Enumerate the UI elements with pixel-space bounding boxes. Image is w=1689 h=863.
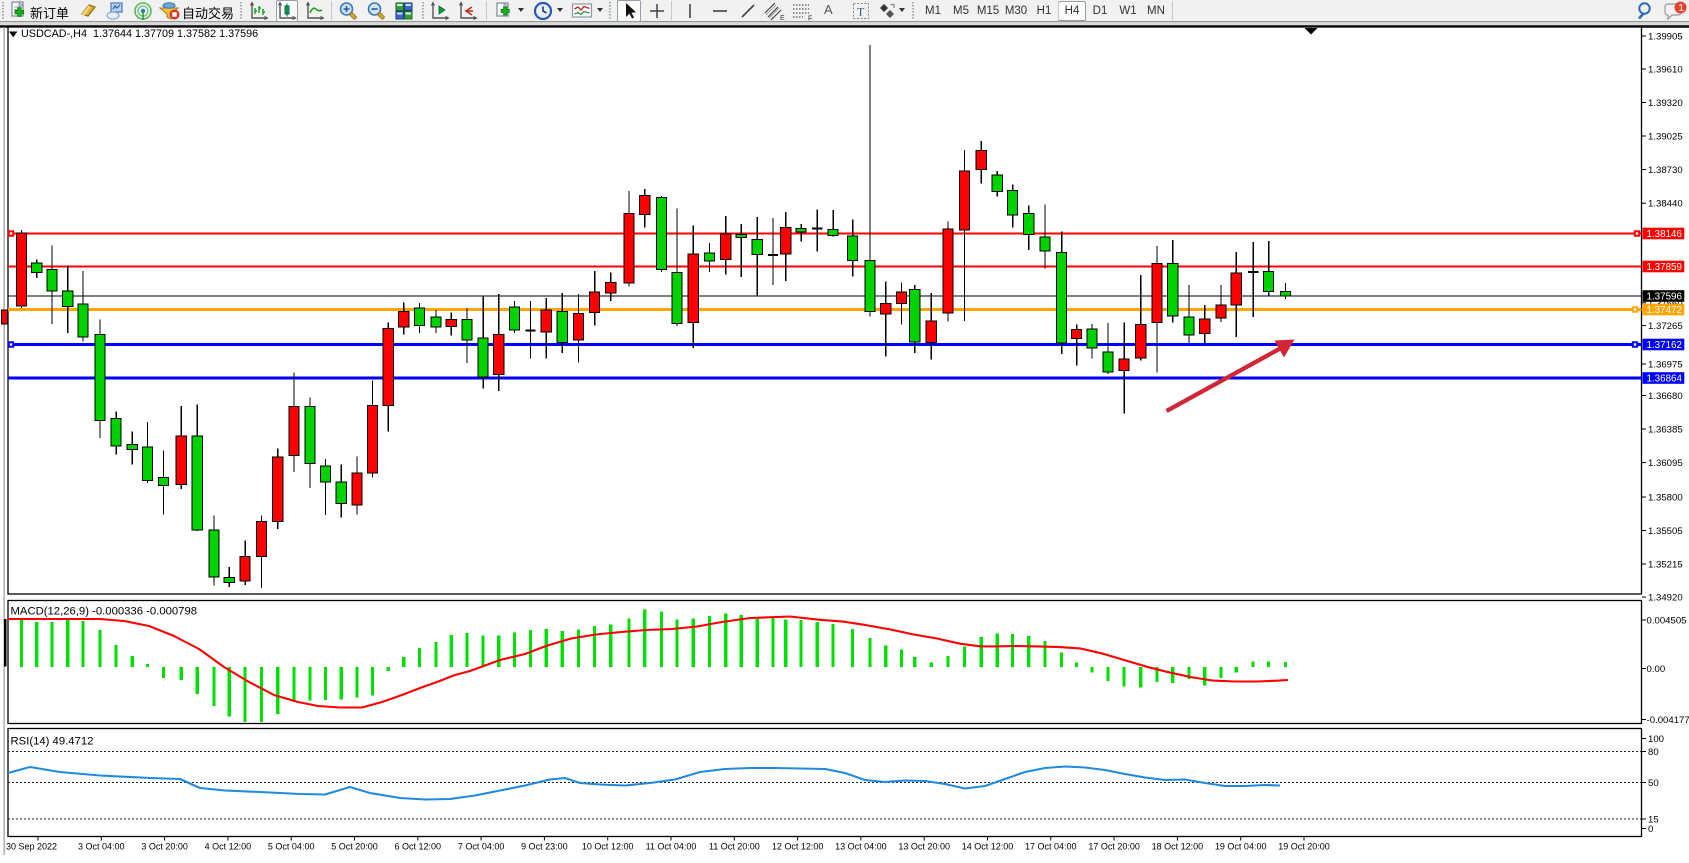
svg-text:7 Oct 04:00: 7 Oct 04:00 <box>458 842 505 852</box>
svg-text:E: E <box>780 15 785 21</box>
svg-text:17 Oct 04:00: 17 Oct 04:00 <box>1025 842 1077 852</box>
svg-text:MACD(12,26,9) -0.000336 -0.000: MACD(12,26,9) -0.000336 -0.000798 <box>11 606 198 618</box>
svg-text:1.38730: 1.38730 <box>1648 165 1683 176</box>
svg-text:3 Oct 04:00: 3 Oct 04:00 <box>78 842 125 852</box>
svg-text:19 Oct 20:00: 19 Oct 20:00 <box>1278 842 1330 852</box>
svg-text:1.37472: 1.37472 <box>1647 305 1682 316</box>
svg-text:1.39025: 1.39025 <box>1648 132 1683 143</box>
svg-text:1.36095: 1.36095 <box>1648 458 1683 469</box>
svg-text:0.004505: 0.004505 <box>1647 616 1687 627</box>
svg-text:3 Oct 20:00: 3 Oct 20:00 <box>141 842 188 852</box>
svg-text:9 Oct 23:00: 9 Oct 23:00 <box>521 842 568 852</box>
svg-text:1.38440: 1.38440 <box>1648 199 1683 210</box>
svg-text:11 Oct 04:00: 11 Oct 04:00 <box>646 842 697 852</box>
svg-text:13 Oct 20:00: 13 Oct 20:00 <box>898 842 950 852</box>
svg-text:12 Oct 12:00: 12 Oct 12:00 <box>772 842 824 852</box>
svg-text:1.36975: 1.36975 <box>1648 360 1683 371</box>
svg-text:0: 0 <box>1648 824 1653 835</box>
svg-text:5 Oct 20:00: 5 Oct 20:00 <box>331 842 378 852</box>
svg-text:USDCAD-,H4 1.37644 1.37709 1.: USDCAD-,H4 1.37644 1.37709 1.37582 1.375… <box>21 28 258 40</box>
svg-text:18 Oct 12:00: 18 Oct 12:00 <box>1152 842 1204 852</box>
svg-text:1.37162: 1.37162 <box>1647 340 1682 351</box>
svg-text:11 Oct 20:00: 11 Oct 20:00 <box>709 842 760 852</box>
svg-text:50: 50 <box>1648 778 1659 789</box>
svg-text:1: 1 <box>1678 2 1684 14</box>
svg-text:100: 100 <box>1648 734 1664 745</box>
svg-text:F: F <box>808 16 812 22</box>
svg-text:T: T <box>857 5 865 19</box>
svg-text:1.36864: 1.36864 <box>1647 374 1683 385</box>
svg-text:19 Oct 04:00: 19 Oct 04:00 <box>1215 842 1267 852</box>
svg-text:6 Oct 12:00: 6 Oct 12:00 <box>395 842 442 852</box>
svg-text:1.37596: 1.37596 <box>1647 292 1683 303</box>
svg-text:14 Oct 12:00: 14 Oct 12:00 <box>962 842 1014 852</box>
svg-text:1.36385: 1.36385 <box>1648 425 1683 436</box>
svg-text:1.39905: 1.39905 <box>1648 32 1683 43</box>
svg-text:13 Oct 04:00: 13 Oct 04:00 <box>835 842 887 852</box>
svg-text:1.35505: 1.35505 <box>1648 526 1683 537</box>
svg-text:RSI(14) 49.4712: RSI(14) 49.4712 <box>11 736 94 748</box>
svg-text:1.38146: 1.38146 <box>1647 229 1683 240</box>
svg-text:80: 80 <box>1648 747 1659 758</box>
svg-text:1.35800: 1.35800 <box>1648 493 1683 504</box>
svg-text:1.36680: 1.36680 <box>1648 391 1683 402</box>
svg-text:1.37265: 1.37265 <box>1648 321 1683 332</box>
svg-text:5 Oct 04:00: 5 Oct 04:00 <box>268 842 315 852</box>
svg-text:1.39320: 1.39320 <box>1648 98 1683 109</box>
svg-text:30 Sep 2022: 30 Sep 2022 <box>6 842 57 852</box>
svg-text:1.39610: 1.39610 <box>1648 65 1683 76</box>
svg-text:1.35215: 1.35215 <box>1648 560 1683 571</box>
svg-text:1.34920: 1.34920 <box>1648 593 1683 604</box>
svg-text:4 Oct 12:00: 4 Oct 12:00 <box>205 842 252 852</box>
svg-text:0.00: 0.00 <box>1647 664 1666 675</box>
svg-text:-0.004177: -0.004177 <box>1647 715 1689 726</box>
svg-text:10 Oct 12:00: 10 Oct 12:00 <box>582 842 634 852</box>
svg-text:17 Oct 20:00: 17 Oct 20:00 <box>1088 842 1140 852</box>
svg-text:1.37859: 1.37859 <box>1647 262 1682 273</box>
